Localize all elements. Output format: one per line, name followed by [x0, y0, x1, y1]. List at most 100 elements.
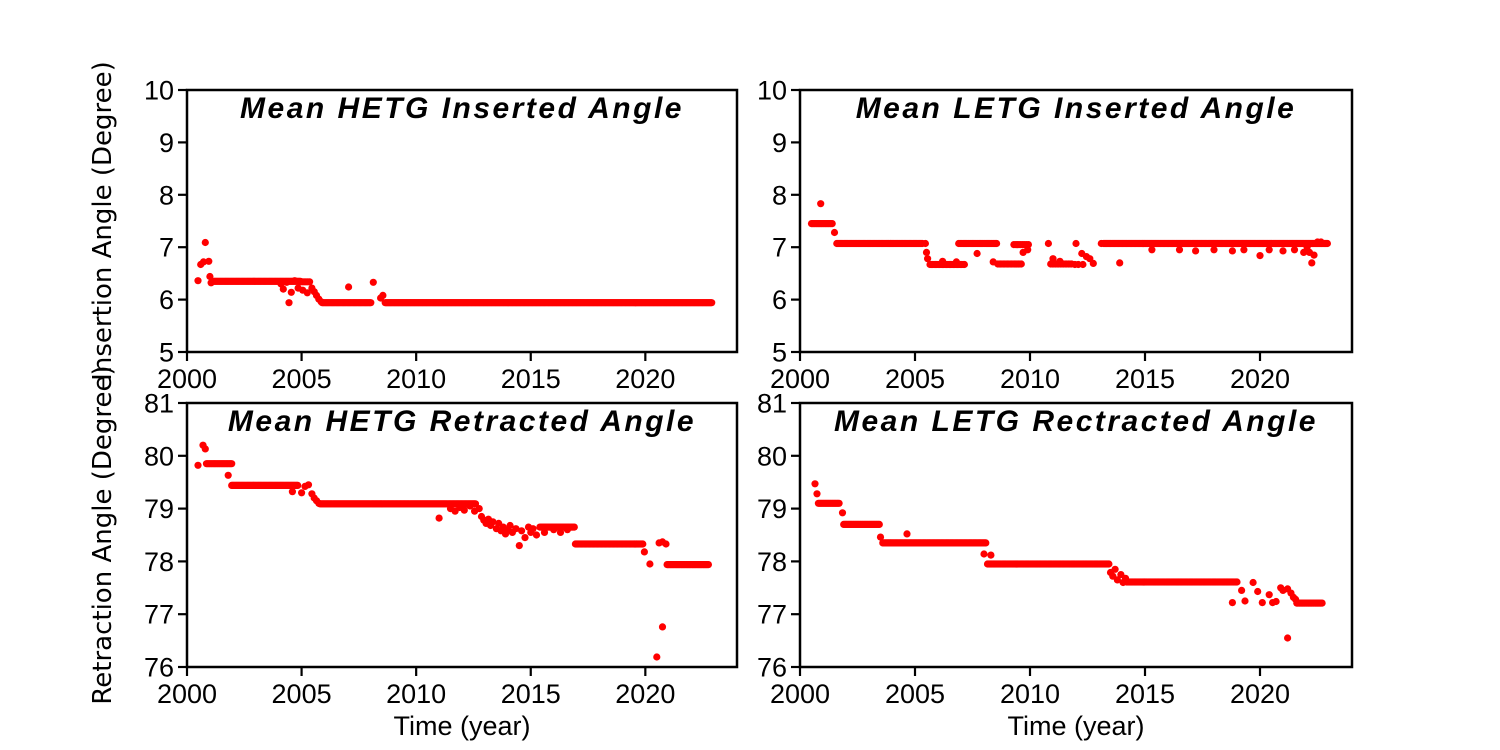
x-tick-label: 2005	[272, 679, 332, 709]
data-point	[194, 277, 202, 285]
y-tick-label: 76	[757, 653, 787, 683]
data-point	[1089, 259, 1097, 267]
data-point	[830, 228, 839, 237]
x-tick-label: 2000	[157, 679, 217, 709]
y-tick-label: 7	[772, 233, 787, 263]
y-tick-label: 80	[144, 441, 174, 471]
x-tick-label: 2020	[615, 679, 675, 709]
data-point	[540, 528, 549, 537]
data-point	[1300, 248, 1308, 256]
data-point	[556, 528, 565, 537]
data-point	[658, 623, 667, 631]
x-tick-label: 2005	[885, 364, 945, 394]
y-tick-label: 81	[144, 389, 174, 419]
y-tick-label: 10	[144, 76, 174, 106]
data-point	[982, 539, 990, 547]
y-tick-label: 78	[757, 547, 787, 577]
axes-box	[798, 88, 1354, 354]
data-point	[206, 272, 214, 281]
data-point	[228, 460, 236, 468]
data-point	[475, 505, 483, 513]
data-point	[1292, 595, 1300, 604]
y-tick-label: 6	[772, 285, 787, 315]
data-point	[1056, 257, 1064, 265]
data-point	[903, 530, 911, 538]
data-point	[345, 283, 353, 291]
x-axis-label: Time (year)	[1007, 711, 1144, 741]
data-point	[570, 523, 578, 531]
data-point	[1258, 599, 1266, 607]
y-tick-label: 77	[144, 600, 174, 630]
data-point	[1079, 260, 1087, 269]
data-point	[1279, 247, 1287, 255]
data-point	[279, 285, 287, 293]
x-tick-label: 2000	[770, 364, 830, 394]
y-tick-label: 77	[757, 600, 787, 630]
data-point	[1249, 578, 1257, 587]
data-point	[367, 299, 375, 307]
data-point	[306, 278, 314, 286]
y-axis-label: Retraction Angle (Degree)	[88, 365, 118, 704]
data-point	[813, 490, 821, 498]
data-point	[1284, 634, 1292, 642]
data-point	[1310, 251, 1318, 259]
data-point	[987, 551, 995, 559]
subplot-letg-rectracted: 2000 2005 2010 2015 2020 76 77 78 79 80 81 Mean LET…	[757, 389, 1354, 741]
data-point	[1044, 239, 1052, 248]
data-point	[662, 540, 670, 548]
data-point	[939, 257, 947, 265]
data-point	[922, 248, 931, 256]
data-point	[1210, 246, 1218, 254]
data-point	[980, 550, 988, 558]
plot-title: Mean HETG Inserted Angle	[240, 92, 684, 125]
data-point	[1049, 255, 1057, 263]
data-point	[506, 521, 514, 530]
data-point	[1097, 239, 1105, 248]
data-point	[1238, 586, 1246, 595]
data-point	[1308, 259, 1316, 267]
data-point	[283, 278, 291, 286]
data-point	[1254, 587, 1262, 596]
data-point	[224, 471, 232, 479]
y-tick-label: 6	[159, 285, 174, 315]
data-point	[1024, 246, 1032, 254]
data-point	[379, 291, 387, 299]
data-point	[521, 534, 529, 542]
data-point	[1265, 591, 1273, 599]
x-tick-label: 2010	[1000, 679, 1060, 709]
data-point	[1121, 574, 1130, 582]
data-point	[1072, 239, 1080, 248]
x-tick-label: 2015	[501, 679, 561, 709]
data-point	[201, 238, 209, 247]
data-point	[460, 506, 468, 514]
data-point	[1265, 246, 1273, 254]
y-tick-label: 5	[772, 338, 787, 368]
y-tick-label: 9	[772, 128, 787, 158]
data-point	[199, 258, 208, 266]
data-point	[1228, 599, 1236, 607]
y-tick-label: 9	[159, 128, 174, 158]
y-tick-label: 79	[757, 494, 787, 524]
y-tick-label: 78	[144, 547, 174, 577]
data-point	[838, 509, 847, 517]
data-point	[205, 257, 213, 265]
data-point	[924, 255, 932, 263]
data-point	[207, 279, 215, 287]
data-point	[1241, 597, 1249, 605]
data-point	[1175, 246, 1184, 254]
data-point	[646, 560, 654, 568]
x-tick-label: 2015	[1115, 364, 1175, 394]
data-point	[1317, 238, 1325, 246]
data-point	[921, 239, 930, 248]
data-point	[532, 531, 541, 539]
data-point	[835, 499, 843, 507]
data-point	[518, 527, 526, 535]
data-point	[1272, 597, 1280, 606]
data-point	[529, 525, 537, 533]
x-tick-label: 2010	[1000, 364, 1060, 394]
x-tick-label: 2000	[770, 679, 830, 709]
plot-title: Mean LETG Rectracted Angle	[834, 405, 1318, 438]
y-tick-label: 8	[772, 180, 787, 210]
data-point	[1233, 578, 1241, 586]
data-point	[828, 220, 836, 228]
